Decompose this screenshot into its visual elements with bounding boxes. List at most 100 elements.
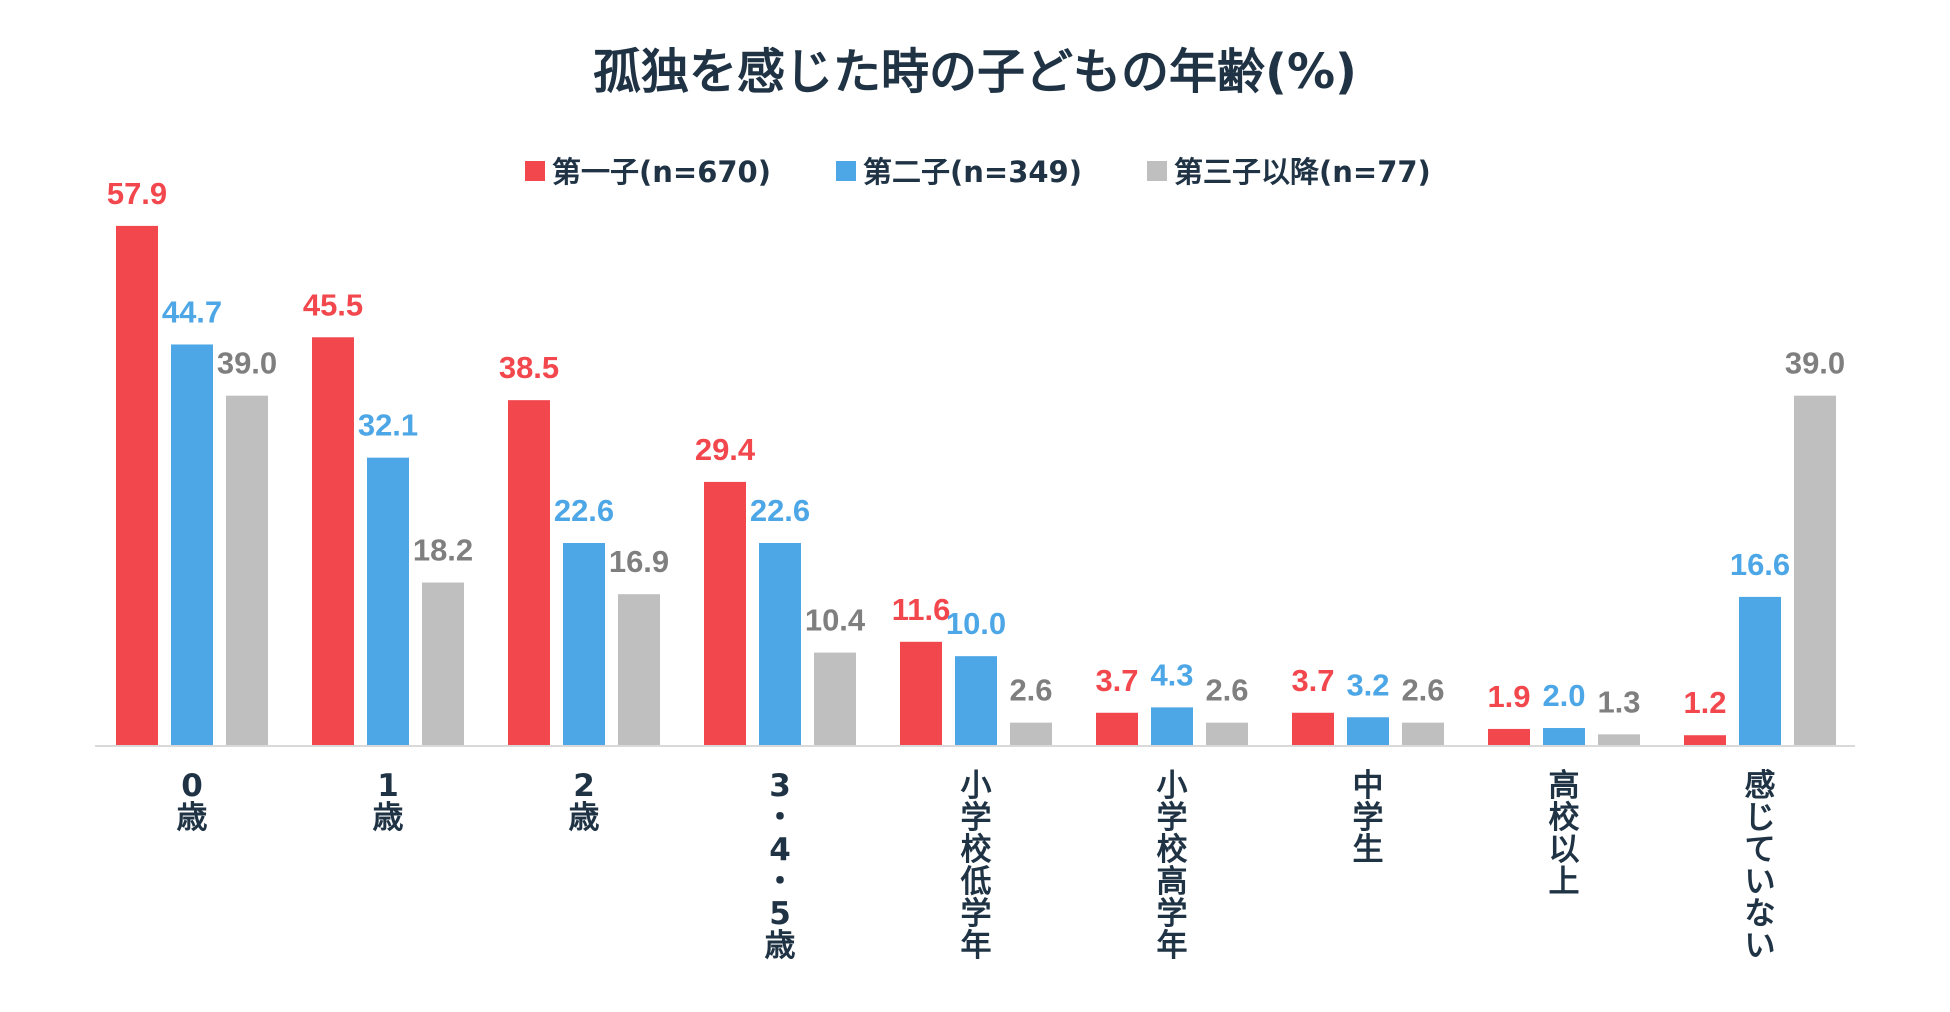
category-label-4-char-3: 4 [769,832,791,868]
value-label-group: 57.9 44.7 39.0 45.5 32.1 18.2 38.5 22.6 16.9 29.4… [107,176,1845,720]
value-label-3-7: 2.6 [1401,673,1444,708]
category-label-5-char-6: 年 [961,928,992,964]
legend-swatch-first-child [525,161,545,181]
bar-1-4 [704,481,746,746]
bar-1-3 [508,400,550,746]
bar-1-1 [116,225,158,747]
category-label-3-char-2: 歳 [569,800,600,836]
category-label-5-char-4: 低 [960,864,992,900]
bar-3-7 [1402,722,1444,746]
legend-label-first-child: 第一子(n=670) [552,155,771,189]
category-label-7-char-2: 学 [1353,800,1384,836]
category-label-5-char-5: 学 [961,896,992,932]
category-label-8-char-1: 高 [1549,768,1580,804]
value-label-3-3: 16.9 [609,544,669,579]
legend-swatch-third-child [1147,161,1167,181]
category-label-4-char-6: 歳 [765,928,796,964]
value-label-1-3: 38.5 [499,350,559,385]
value-label-1-9: 1.2 [1683,685,1726,720]
bar-3-6 [1206,722,1248,746]
category-label-6-char-2: 学 [1157,800,1188,836]
category-label-8-char-3: 以 [1549,832,1580,868]
value-label-2-1: 44.7 [162,294,222,329]
bar-2-9 [1739,596,1781,746]
category-label-9-char-4: い [1745,864,1776,900]
category-label-1-char-2: 歳 [177,800,208,836]
category-label-9-char-5: な [1745,896,1776,932]
value-label-1-6: 3.7 [1095,663,1138,698]
value-label-2-5: 10.0 [946,606,1006,641]
category-label-3-char-1: 2 [573,768,595,804]
value-label-3-4: 10.4 [805,603,866,638]
value-label-1-1: 57.9 [107,176,167,211]
value-label-3-6: 2.6 [1205,673,1248,708]
category-label-6-char-4: 高 [1157,864,1188,900]
bar-3-9 [1794,395,1836,746]
category-label-1-char-1: 0 [181,768,203,804]
value-label-1-2: 45.5 [303,287,363,322]
category-label-6-char-6: 年 [1157,928,1188,964]
category-label-5-char-1: 小 [961,768,992,804]
value-label-2-9: 16.6 [1730,547,1790,582]
bar-2-8 [1543,728,1585,746]
value-label-3-2: 18.2 [413,533,473,568]
category-label-4-char-1: 3 [769,768,791,804]
legend: 第一子(n=670) 第二子(n=349) 第三子以降(n=77) [525,155,1431,189]
bar-3-4 [814,652,856,746]
bar-2-7 [1347,717,1389,746]
bar-1-8 [1488,728,1530,746]
category-label-9-char-6: い [1745,928,1776,964]
value-label-3-8: 1.3 [1597,684,1640,719]
category-label-5-char-2: 学 [961,800,992,836]
category-label-4-char-5: 5 [769,896,791,932]
category-label-2-char-1: 1 [377,768,399,804]
category-label-5-char-3: 校 [961,832,992,868]
category-label-8-char-4: 上 [1549,864,1580,900]
legend-label-second-child: 第二子(n=349) [863,155,1082,189]
bar-1-5 [900,641,942,746]
value-label-3-5: 2.6 [1009,673,1052,708]
value-label-2-7: 3.2 [1346,667,1389,702]
category-label-7-char-3: 生 [1353,832,1384,868]
category-label-4-char-4: ・ [765,864,796,900]
bar-1-7 [1292,712,1334,746]
value-label-2-2: 32.1 [358,408,418,443]
bar-1-2 [312,337,354,746]
bar-1-6 [1096,712,1138,746]
value-label-2-3: 22.6 [554,493,614,528]
category-label-4-char-2: ・ [765,800,796,836]
bar-3-1 [226,395,268,746]
category-label-9-char-3: て [1745,832,1776,868]
value-label-3-9: 39.0 [1785,346,1845,381]
category-label-9-char-1: 感 [1745,768,1776,804]
category-label-9-char-2: じ [1745,800,1776,836]
value-label-1-4: 29.4 [695,432,756,467]
chart-title: 孤独を感じた時の子どもの年齢(%) [593,44,1357,100]
category-label-6-char-5: 学 [1157,896,1188,932]
category-label-6-char-1: 小 [1157,768,1188,804]
value-label-1-7: 3.7 [1291,663,1334,698]
legend-label-third-child: 第三子以降(n=77) [1174,155,1431,189]
category-label-6-char-3: 校 [1157,832,1188,868]
value-label-3-1: 39.0 [217,346,277,381]
bar-2-4 [759,542,801,746]
category-label-2-char-2: 歳 [373,800,404,836]
value-label-2-6: 4.3 [1150,657,1193,692]
bar-2-6 [1151,707,1193,746]
value-label-1-5: 11.6 [892,592,951,627]
bar-2-2 [367,457,409,746]
bar-2-3 [563,542,605,746]
value-label-1-8: 1.9 [1487,679,1530,714]
bar-1-9 [1684,735,1726,746]
bar-group [116,225,1836,747]
category-label-7-char-1: 中 [1353,768,1384,804]
legend-swatch-second-child [836,161,856,181]
bar-3-5 [1010,722,1052,746]
value-label-2-8: 2.0 [1542,678,1585,713]
bar-2-1 [171,344,213,746]
bar-2-5 [955,656,997,746]
value-label-2-4: 22.6 [750,493,810,528]
category-label-8-char-2: 校 [1549,800,1580,836]
